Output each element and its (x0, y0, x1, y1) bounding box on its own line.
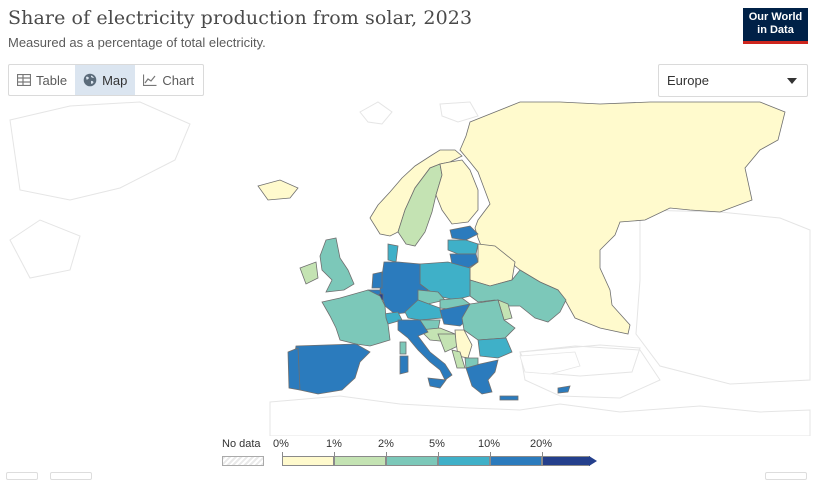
footer-control[interactable] (6, 472, 38, 480)
greece[interactable] (465, 359, 499, 395)
legend-bin-10-20[interactable] (490, 456, 542, 466)
countries (257, 101, 786, 401)
corsica[interactable] (399, 341, 407, 355)
nodata-land (9, 101, 811, 436)
globe-icon (83, 73, 97, 87)
legend-tick (386, 452, 387, 456)
bosnia[interactable] (437, 333, 459, 353)
legend-tick-label: 20% (530, 438, 553, 450)
legend-tick (334, 452, 335, 456)
legend-nodata-label: No data (222, 438, 261, 450)
estonia[interactable] (449, 225, 479, 241)
iceland[interactable] (257, 179, 299, 201)
central-asia-outline (635, 209, 811, 385)
legend-arrow-icon (589, 456, 597, 466)
portugal[interactable] (287, 347, 301, 391)
montenegro-albania[interactable] (451, 349, 466, 369)
greenland-outline (9, 101, 191, 201)
logo-line-2: in Data (757, 24, 794, 36)
footer-control[interactable] (765, 472, 807, 480)
arctic-islands-outline (359, 101, 393, 125)
norway[interactable] (369, 149, 463, 237)
tab-chart-label: Chart (162, 72, 195, 88)
legend-nodata-swatch[interactable] (222, 456, 264, 466)
russia[interactable] (459, 101, 786, 335)
bulgaria[interactable] (477, 337, 513, 359)
svalbard-outline (439, 101, 479, 123)
region-select-value: Europe (667, 73, 709, 88)
tab-table-label: Table (36, 72, 68, 88)
turkey[interactable] (519, 351, 581, 375)
legend-bin-1-2[interactable] (334, 456, 386, 466)
legend-tick-label: 10% (478, 438, 501, 450)
footer-control[interactable] (50, 472, 92, 480)
caret-down-icon (787, 77, 797, 84)
finland[interactable] (435, 159, 479, 225)
legend-bin-20-plus[interactable] (542, 456, 590, 466)
netherlands[interactable] (371, 271, 383, 289)
sicily[interactable] (427, 377, 447, 389)
legend-tick-label: 2% (378, 438, 394, 450)
region-select[interactable]: Europe (658, 64, 808, 97)
owid-logo[interactable]: Our World in Data (743, 8, 808, 44)
legend-tick (490, 452, 491, 456)
czechia[interactable] (417, 289, 446, 305)
view-tabs: Table Map Chart (8, 64, 204, 96)
ireland[interactable] (299, 261, 319, 285)
tab-chart[interactable]: Chart (135, 65, 202, 95)
italy[interactable] (397, 319, 453, 381)
cyprus[interactable] (557, 385, 571, 394)
legend-tick (438, 452, 439, 456)
color-legend: No data 0% 1% 2% 5% 10% 20% (0, 436, 813, 476)
united-kingdom[interactable] (319, 237, 355, 293)
europe-map (9, 101, 811, 436)
legend-tick-label: 1% (326, 438, 342, 450)
legend-tick-label: 0% (273, 438, 289, 450)
tab-map-label: Map (102, 72, 128, 88)
latvia[interactable] (447, 239, 479, 255)
crete[interactable] (499, 395, 519, 401)
north-africa-outline (269, 395, 811, 436)
chart-title: Share of electricity production from sol… (8, 7, 473, 29)
tab-map[interactable]: Map (75, 65, 136, 95)
table-icon (17, 74, 31, 86)
chart-subtitle: Measured as a percentage of total electr… (8, 35, 266, 50)
legend-bin-5-10[interactable] (438, 456, 490, 466)
sardinia[interactable] (399, 355, 409, 375)
line-chart-icon (143, 74, 157, 86)
ukraine[interactable] (469, 269, 567, 323)
canada-outline (9, 219, 81, 279)
legend-bin-2-5[interactable] (386, 456, 438, 466)
denmark[interactable] (387, 243, 399, 263)
legend-tick-label: 5% (429, 438, 445, 450)
legend-tick (282, 452, 283, 456)
logo-line-1: Our World (748, 11, 803, 23)
legend-bin-0-1[interactable] (282, 456, 334, 466)
spain[interactable] (291, 343, 371, 395)
tab-table[interactable]: Table (9, 65, 75, 95)
legend-tick (542, 452, 543, 456)
france[interactable] (321, 289, 391, 347)
